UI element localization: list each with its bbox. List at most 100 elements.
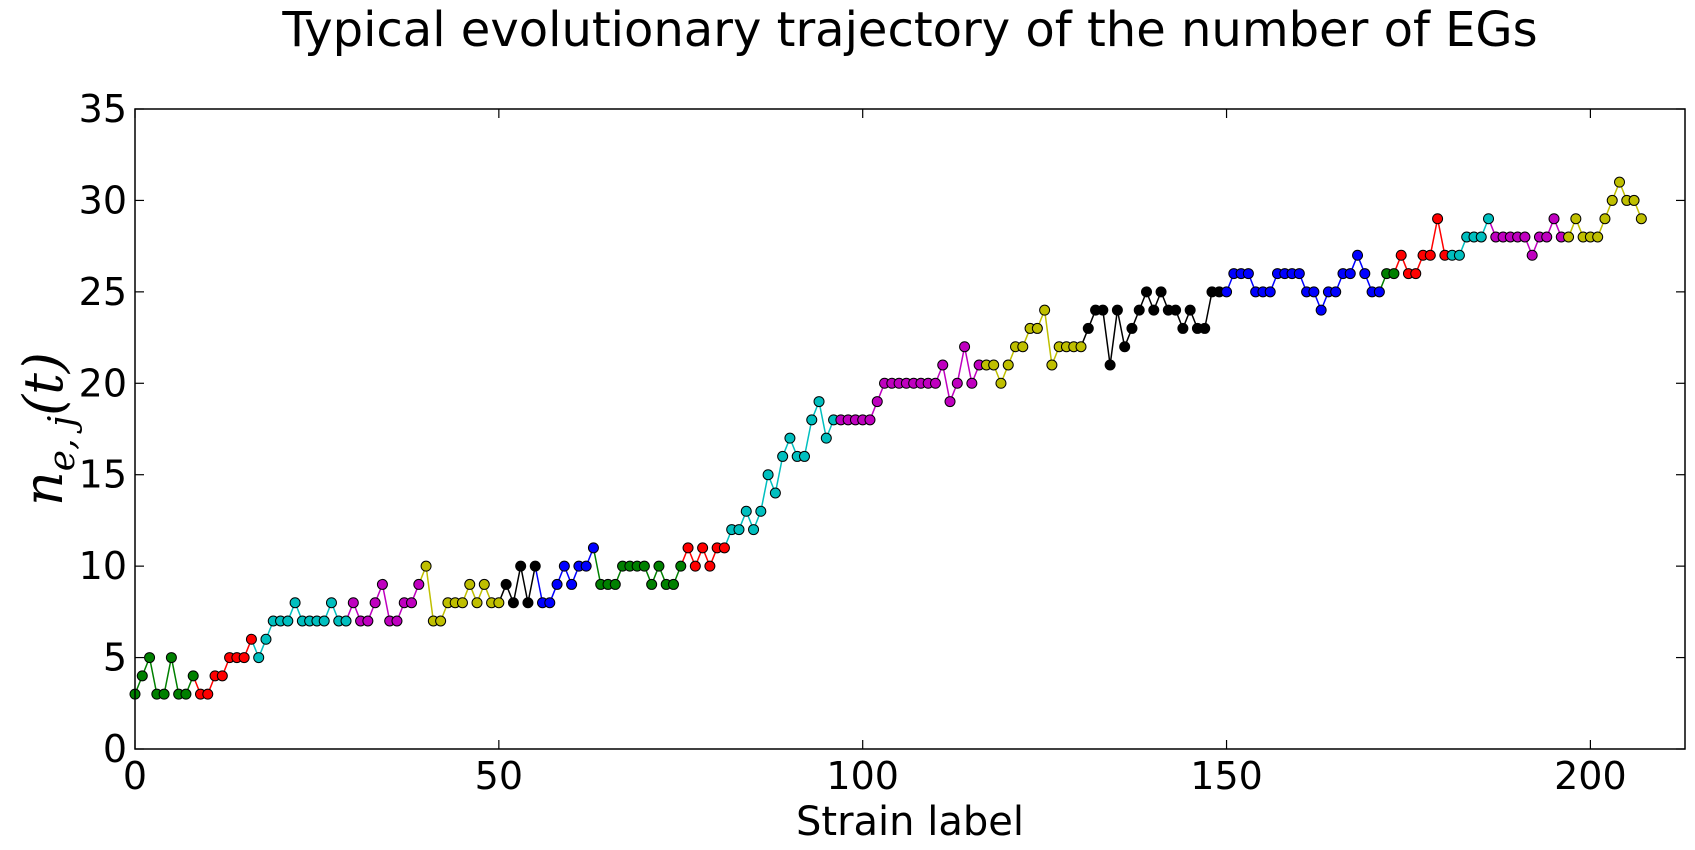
- data-point: [318, 615, 330, 627]
- data-point: [1170, 304, 1182, 316]
- data-point: [682, 542, 694, 554]
- data-point: [813, 396, 825, 408]
- data-point: [1548, 213, 1560, 225]
- data-point: [1359, 268, 1371, 280]
- data-point: [871, 396, 883, 408]
- data-point: [798, 450, 810, 462]
- data-point: [777, 450, 789, 462]
- data-point: [1526, 249, 1538, 261]
- y-tick-label: 35: [79, 87, 127, 131]
- y-tick-label: 10: [79, 544, 127, 588]
- data-point: [420, 560, 432, 572]
- data-point: [1199, 322, 1211, 334]
- data-point: [435, 615, 447, 627]
- data-point: [646, 578, 658, 590]
- data-point: [1606, 194, 1618, 206]
- data-point: [718, 542, 730, 554]
- data-point: [1293, 268, 1305, 280]
- data-point: [769, 487, 781, 499]
- data-point: [638, 560, 650, 572]
- series-line: [1393, 218, 1446, 275]
- data-point: [755, 505, 767, 517]
- data-point: [1388, 268, 1400, 280]
- data-point: [806, 414, 818, 426]
- series-line: [250, 600, 347, 660]
- data-point: [1097, 304, 1109, 316]
- data-point: [740, 505, 752, 517]
- series-line: [723, 398, 835, 549]
- data-point: [697, 542, 709, 554]
- y-tick-label: 0: [103, 727, 127, 771]
- y-tick-label: 20: [79, 361, 127, 405]
- data-point: [1352, 249, 1364, 261]
- data-point: [1592, 231, 1604, 243]
- data-point: [1155, 286, 1167, 298]
- y-tick-label: 15: [79, 453, 127, 497]
- x-tick-label: 100: [826, 754, 899, 798]
- x-tick-label: 150: [1190, 754, 1263, 798]
- data-point: [1628, 194, 1640, 206]
- series-line: [1219, 253, 1380, 313]
- data-point: [1082, 322, 1094, 334]
- data-point: [464, 578, 476, 590]
- data-point: [362, 615, 374, 627]
- data-point: [667, 578, 679, 590]
- series-line: [418, 563, 499, 622]
- data-point: [1614, 176, 1626, 188]
- data-point: [1315, 304, 1327, 316]
- data-point: [471, 597, 483, 609]
- data-point: [529, 560, 541, 572]
- data-point: [544, 597, 556, 609]
- data-point: [1570, 213, 1582, 225]
- data-point: [1453, 249, 1465, 261]
- data-point: [238, 652, 250, 664]
- data-point: [1373, 286, 1385, 298]
- data-point: [1483, 213, 1495, 225]
- data-point: [704, 560, 716, 572]
- data-point: [587, 542, 599, 554]
- data-point: [1046, 359, 1058, 371]
- data-point: [689, 560, 701, 572]
- data-point: [1075, 341, 1087, 353]
- x-tick-label: 50: [475, 754, 523, 798]
- data-point: [391, 615, 403, 627]
- y-tick-label: 30: [79, 178, 127, 222]
- data-point: [929, 377, 941, 389]
- data-point: [406, 597, 418, 609]
- data-point: [1111, 304, 1123, 316]
- data-point: [995, 377, 1007, 389]
- data-point: [413, 578, 425, 590]
- data-point: [1344, 268, 1356, 280]
- data-point: [216, 670, 228, 682]
- data-point: [820, 432, 832, 444]
- data-point: [369, 597, 381, 609]
- data-point: [609, 578, 621, 590]
- series-line: [192, 639, 253, 695]
- marker-layer: [129, 176, 1647, 700]
- data-point: [493, 597, 505, 609]
- y-axis-label-argument: (t): [12, 352, 75, 416]
- data-point: [675, 560, 687, 572]
- data-point: [944, 396, 956, 408]
- data-point: [325, 597, 337, 609]
- data-point: [245, 633, 257, 645]
- data-point: [1432, 213, 1444, 225]
- data-point: [340, 615, 352, 627]
- data-point: [1119, 341, 1131, 353]
- data-point: [1410, 268, 1422, 280]
- y-axis-label: ne, j(t): [12, 352, 83, 506]
- data-point: [282, 615, 294, 627]
- y-tick-label: 5: [103, 636, 127, 680]
- x-tick-label: 200: [1554, 754, 1627, 798]
- data-point: [507, 597, 519, 609]
- data-point: [988, 359, 1000, 371]
- y-axis-label-symbol: n: [12, 471, 75, 506]
- data-point: [951, 377, 963, 389]
- data-point: [515, 560, 527, 572]
- data-point: [1133, 304, 1145, 316]
- data-point: [202, 688, 214, 700]
- data-point: [653, 560, 665, 572]
- data-point: [522, 597, 534, 609]
- data-point: [1563, 231, 1575, 243]
